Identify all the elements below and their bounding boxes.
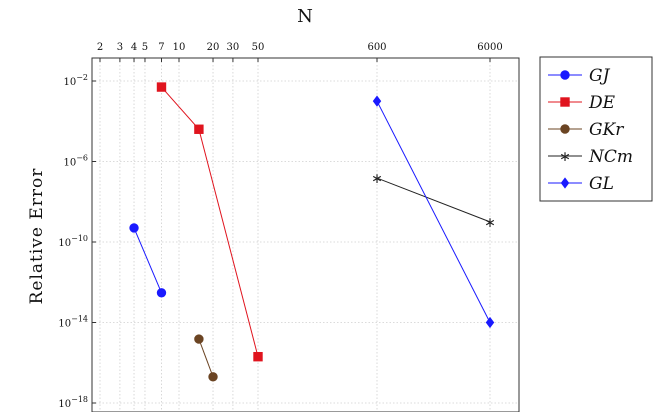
legend-item-gj: GJ — [548, 66, 611, 86]
series-gkr — [194, 334, 218, 382]
legend-label-ncm: NCm — [588, 147, 633, 167]
x-tick-label: 2 — [97, 42, 103, 53]
data-point-de — [194, 124, 204, 134]
x-tick-label: 7 — [158, 42, 164, 53]
data-point-ncm: ∗ — [484, 215, 496, 231]
legend-item-de: DE — [548, 93, 616, 113]
x-tick-label: 30 — [227, 42, 240, 53]
x-tick-label: 6000 — [477, 42, 502, 53]
x-tick-label: 600 — [367, 42, 386, 53]
data-point-de — [156, 82, 167, 92]
data-point-gkr — [194, 334, 204, 344]
legend-label-gl: GL — [589, 174, 614, 194]
legend-label-de: DE — [588, 93, 616, 113]
x-tick-label: 10 — [173, 42, 186, 53]
series-line-gl — [376, 100, 491, 323]
legend-marker-gj — [560, 70, 570, 80]
series-ncm: ∗∗ — [371, 171, 496, 231]
legend-marker-gl — [560, 177, 570, 189]
series-line-ncm — [376, 177, 491, 223]
legend-label-gj: GJ — [589, 66, 611, 86]
legend-item-gkr: GKr — [548, 120, 624, 140]
legend-label-gkr: GKr — [589, 120, 624, 140]
y-tick-label: 10−2 — [63, 73, 88, 88]
data-point-gkr — [208, 372, 218, 382]
plot-frame — [91, 57, 520, 412]
y-axis-ticks: 10−2 10−6 10−10 10−14 10−18 — [58, 73, 96, 410]
legend: GJ DE GKr ∗ NCm GL — [539, 56, 653, 202]
legend-marker-ncm: ∗ — [559, 149, 571, 165]
legend-marker-gkr — [560, 124, 570, 134]
series-layer: ∗∗ — [129, 82, 496, 382]
y-tick-label: 10−6 — [63, 154, 88, 169]
series-de — [156, 82, 263, 362]
x-tick-label: 20 — [207, 42, 220, 53]
x-tick-label: 3 — [117, 42, 123, 53]
series-gl — [372, 95, 495, 329]
x-tick-label: 4 — [131, 42, 137, 53]
x-tick-label: 50 — [252, 42, 265, 53]
data-point-ncm: ∗ — [371, 171, 383, 187]
data-point-gj — [129, 223, 139, 233]
x-axis-title: N — [297, 6, 313, 27]
y-axis-title: Relative Error — [27, 168, 47, 305]
data-point-de — [253, 351, 263, 362]
series-line-de — [161, 86, 259, 357]
series-line-gkr — [198, 338, 214, 377]
x-axis-ticks: 2 3 4 5 7 10 20 30 50 600 6000 — [97, 42, 503, 62]
y-tick-label: 10−18 — [58, 395, 88, 410]
y-tick-label: 10−14 — [58, 315, 88, 330]
data-point-gj — [156, 288, 167, 298]
x-tick-label: 5 — [142, 42, 148, 53]
series-line-gj — [133, 227, 162, 293]
legend-item-ncm: ∗ NCm — [548, 147, 633, 167]
legend-item-gl: GL — [548, 174, 614, 194]
y-tick-label: 10−10 — [58, 234, 88, 249]
data-point-gl — [372, 95, 382, 107]
legend-marker-de — [560, 97, 570, 107]
grid-lines — [92, 58, 519, 412]
series-gj — [129, 223, 167, 298]
data-point-gl — [485, 316, 495, 329]
